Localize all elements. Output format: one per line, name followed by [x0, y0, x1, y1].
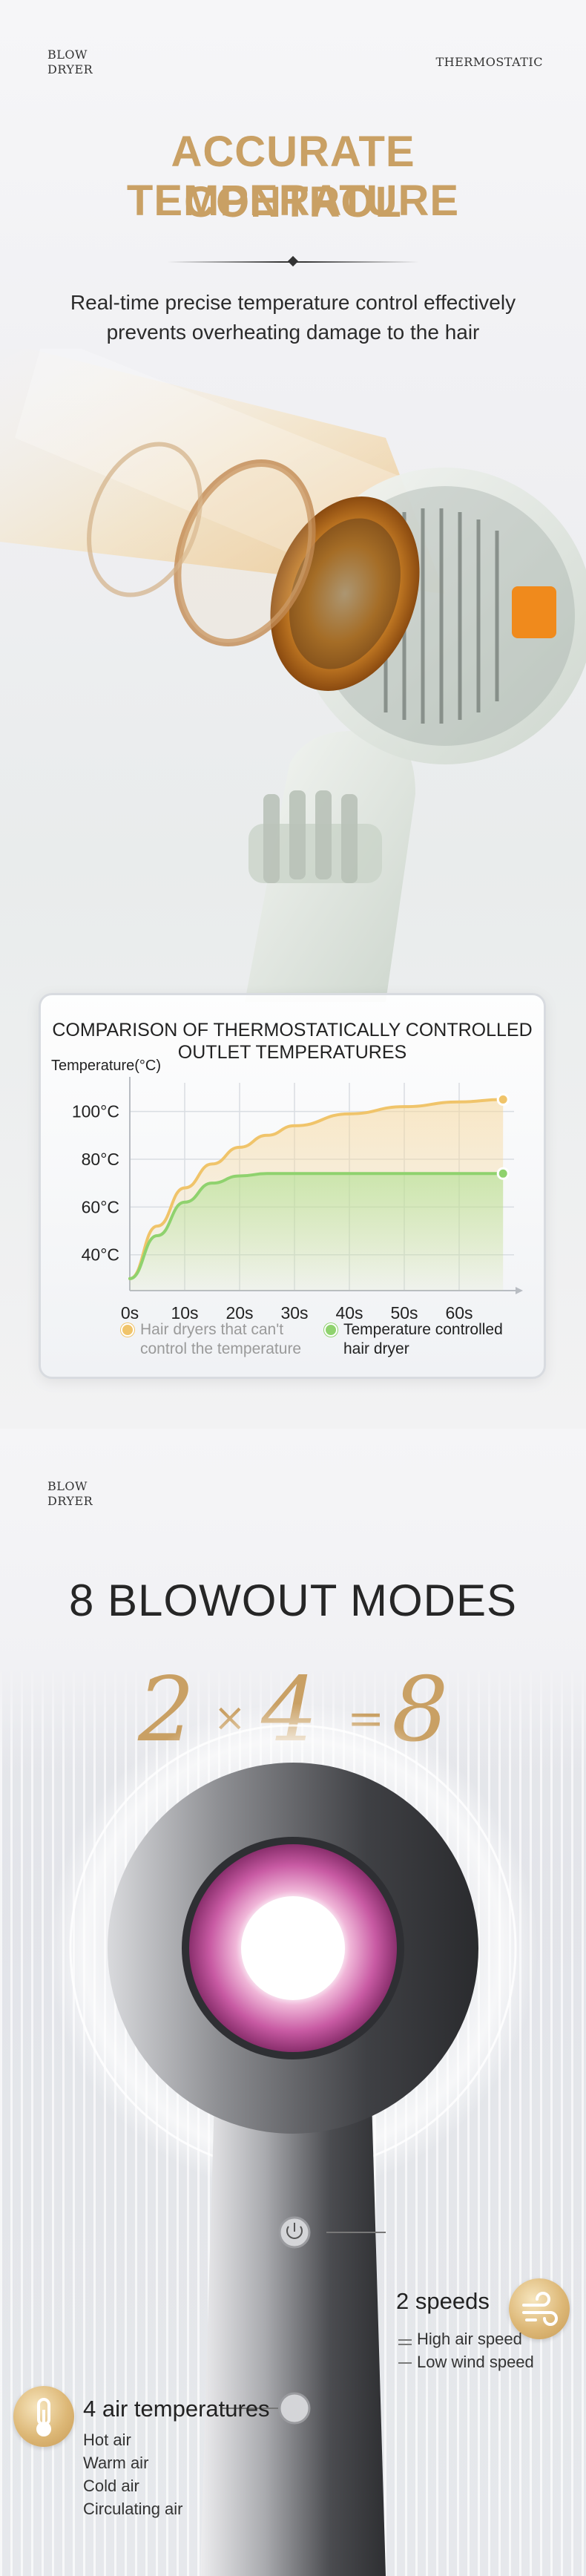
- feature-tag: THERMOSTATIC: [435, 55, 543, 69]
- brand-line: BLOW: [47, 1479, 88, 1493]
- list-marker: [398, 2362, 412, 2364]
- x-tick-label: 30s: [280, 1303, 308, 1323]
- temperature-item: Warm air: [83, 2454, 149, 2472]
- x-tick-label: 50s: [390, 1303, 418, 1323]
- blowout-modes-section: BLOW DRYER 8 BLOWOUT MODES 2 × 4 = 8: [0, 1429, 586, 2576]
- hair-dryer-illustration: [0, 349, 586, 1002]
- x-tick-label: 20s: [225, 1303, 253, 1323]
- thermometer-icon: [13, 2386, 74, 2447]
- temperatures-title: 4 air temperatures: [83, 2396, 270, 2422]
- wind-icon: [509, 2278, 570, 2339]
- brand-label: BLOW DRYER: [47, 47, 93, 77]
- y-axis-label: Temperature(°C): [51, 1058, 162, 1074]
- brand-label: BLOW DRYER: [47, 1479, 93, 1509]
- thermostatic-section: BLOW DRYER THERMOSTATIC ACCURATE TEMPERA…: [0, 0, 586, 1429]
- list-marker: [398, 2344, 412, 2345]
- series-end-point: [496, 1167, 510, 1180]
- series-line: [128, 1172, 505, 1280]
- list-marker: [398, 2339, 412, 2341]
- x-tick-label: 0s: [121, 1303, 139, 1323]
- x-tick-label: 40s: [335, 1303, 363, 1323]
- y-tick-label: 80°C: [82, 1150, 119, 1169]
- speed-item: High air speed: [417, 2330, 522, 2348]
- x-tick-label: 10s: [171, 1303, 198, 1323]
- y-tick-label: 100°C: [72, 1102, 119, 1121]
- chart-title-line: COMPARISON OF THERMOSTATICALLY CONTROLLE…: [52, 1020, 533, 1040]
- legend-label: hair dryer: [343, 1340, 409, 1357]
- temperature-item: Cold air: [83, 2477, 139, 2495]
- brand-line: BLOW: [47, 47, 88, 62]
- brand-line: DRYER: [47, 62, 93, 76]
- subtitle: Real-time precise temperature control ef…: [0, 288, 586, 347]
- chart-title-line: OUTLET TEMPERATURES: [177, 1042, 407, 1063]
- legend-label: Hair dryers that can't: [140, 1321, 284, 1338]
- legend-item: Hair dryers that can't control the tempe…: [121, 1320, 301, 1359]
- temperature-item: Circulating air: [83, 2500, 183, 2518]
- legend-label: control the temperature: [140, 1340, 302, 1357]
- chart-plot: 100°C 80°C 60°C 40°C 0s 10s 20s 30s 40s 50s 60s: [72, 1077, 523, 1323]
- hair-dryer-front-illustration: [48, 1703, 538, 2576]
- legend-item: Temperature controlled hair dryer: [324, 1320, 503, 1359]
- y-tick-label: 60°C: [82, 1197, 119, 1216]
- temperature-comparison-chart: COMPARISON OF THERMOSTATICALLY CONTROLLE…: [39, 993, 546, 1379]
- y-tick-label: 40°C: [82, 1245, 119, 1265]
- legend-dot: [121, 1323, 134, 1337]
- chart-title: COMPARISON OF THERMOSTATICALLY CONTROLLE…: [41, 1019, 544, 1063]
- legend-label: Temperature controlled: [343, 1321, 503, 1338]
- x-tick-label: 60s: [445, 1303, 473, 1323]
- series-area: [130, 1173, 504, 1291]
- headline-line: ACCURATE TEMPERATURE: [126, 128, 460, 225]
- brand-line: DRYER: [47, 1494, 93, 1508]
- x-axis-arrow: [516, 1287, 523, 1294]
- series-line: [128, 1098, 505, 1280]
- legend-dot: [324, 1323, 338, 1337]
- speed-item: Low wind speed: [417, 2353, 534, 2371]
- speeds-title: 2 speeds: [396, 2288, 490, 2314]
- headline-line: CONTROL: [184, 178, 402, 226]
- subtitle-line: prevents overheating damage to the hair: [106, 321, 480, 344]
- modes-title: 8 BLOWOUT MODES: [69, 1576, 517, 1625]
- subtitle-line: Real-time precise temperature control ef…: [70, 291, 516, 314]
- divider-diamond: [287, 255, 299, 267]
- series-end-point: [496, 1093, 510, 1107]
- temperature-item: Hot air: [83, 2431, 131, 2449]
